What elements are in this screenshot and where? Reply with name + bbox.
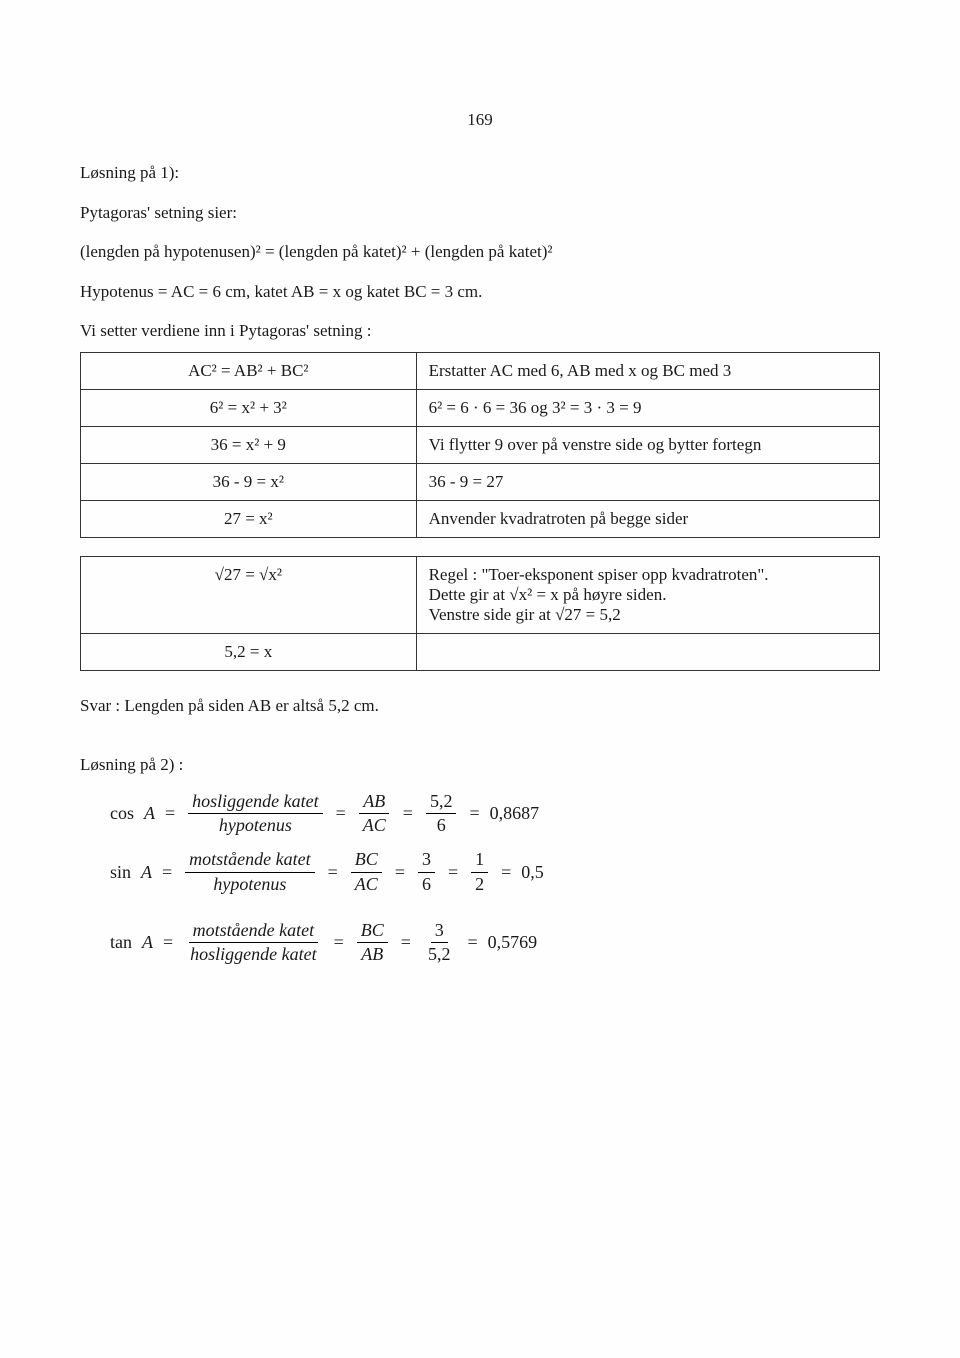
eq-cell: 36 = x² + 9 <box>81 426 417 463</box>
frac-den: 5,2 <box>424 943 455 965</box>
frac-den: hosliggende katet <box>186 943 320 965</box>
equals-sign: = <box>163 932 173 953</box>
word-fraction: hosliggende katet hypotenus <box>185 792 325 837</box>
explain-cell: 36 - 9 = 27 <box>416 463 879 500</box>
derivation-table-1: AC² = AB² + BC² Erstatter AC med 6, AB m… <box>80 352 880 538</box>
frac-den: 6 <box>418 873 435 895</box>
frac-num: 3 <box>431 921 448 944</box>
symbol-fraction: BC AC <box>348 850 385 895</box>
page-number: 169 <box>80 110 880 130</box>
eq-cell: AC² = AB² + BC² <box>81 352 417 389</box>
equals-sign: = <box>395 862 405 883</box>
equals-sign: = <box>336 803 346 824</box>
frac-den: AC <box>359 814 390 836</box>
eq-cell: 6² = x² + 3² <box>81 389 417 426</box>
frac-num: motstående katet <box>189 921 318 944</box>
symbol-fraction: AB AC <box>356 792 393 837</box>
frac-num: 1 <box>471 850 488 873</box>
result: 0,5769 <box>488 932 538 953</box>
value-fraction: 3 5,2 <box>421 921 458 966</box>
equals-sign: = <box>162 862 172 883</box>
result: 0,8687 <box>490 803 540 824</box>
solution-1-heading: Løsning på 1): <box>80 160 880 186</box>
equals-sign: = <box>401 932 411 953</box>
frac-num: motstående katet <box>185 850 314 873</box>
page: 169 Løsning på 1): Pytagoras' setning si… <box>0 0 960 1358</box>
frac-den: 2 <box>471 873 488 895</box>
symbol-fraction: BC AB <box>354 921 391 966</box>
equals-sign: = <box>403 803 413 824</box>
explain-cell: Erstatter AC med 6, AB med x og BC med 3 <box>416 352 879 389</box>
explain-cell: Regel : "Toer-eksponent spiser opp kvadr… <box>416 556 879 633</box>
fn-var: A <box>141 862 152 883</box>
tan-equation: tan A = motstående katet hosliggende kat… <box>110 921 880 966</box>
frac-den: AB <box>357 943 387 965</box>
eq-cell: √27 = √x² <box>81 556 417 633</box>
frac-num: 5,2 <box>426 792 457 815</box>
eq-cell: 36 - 9 = x² <box>81 463 417 500</box>
frac-num: 3 <box>418 850 435 873</box>
eq-cell: 5,2 = x <box>81 633 417 670</box>
substitution-intro: Vi setter verdiene inn i Pytagoras' setn… <box>80 318 880 344</box>
frac-den: hypotenus <box>215 814 296 836</box>
frac-den: hypotenus <box>209 873 290 895</box>
fn-label: tan <box>110 932 132 953</box>
explain-cell: 6² = 6 · 6 = 36 og 3² = 3 · 3 = 9 <box>416 389 879 426</box>
equals-sign: = <box>469 803 479 824</box>
equals-sign: = <box>467 932 477 953</box>
result: 0,5 <box>521 862 544 883</box>
frac-den: AC <box>351 873 382 895</box>
frac-num: hosliggende katet <box>188 792 322 815</box>
equals-sign: = <box>165 803 175 824</box>
fn-label: sin <box>110 862 131 883</box>
equals-sign: = <box>328 862 338 883</box>
value-fraction: 3 6 <box>415 850 438 895</box>
frac-num: AB <box>359 792 389 815</box>
table-row: √27 = √x² Regel : "Toer-eksponent spiser… <box>81 556 880 633</box>
sin-equation: sin A = motstående katet hypotenus = BC … <box>110 850 880 895</box>
hypotenuse-values: Hypotenus = AC = 6 cm, katet AB = x og k… <box>80 279 880 305</box>
value-fraction: 5,2 6 <box>423 792 460 837</box>
table-row: 6² = x² + 3² 6² = 6 · 6 = 36 og 3² = 3 ·… <box>81 389 880 426</box>
solution-2-heading: Løsning på 2) : <box>80 752 880 778</box>
pythagoras-intro: Pytagoras' setning sier: <box>80 200 880 226</box>
fn-label: cos <box>110 803 134 824</box>
eq-cell: 27 = x² <box>81 500 417 537</box>
equals-sign: = <box>501 862 511 883</box>
explain-cell: Vi flytter 9 over på venstre side og byt… <box>416 426 879 463</box>
table-row: AC² = AB² + BC² Erstatter AC med 6, AB m… <box>81 352 880 389</box>
frac-num: BC <box>351 850 382 873</box>
frac-den: 6 <box>433 814 450 836</box>
word-fraction: motstående katet hosliggende katet <box>183 921 323 966</box>
explain-cell <box>416 633 879 670</box>
derivation-table-2: √27 = √x² Regel : "Toer-eksponent spiser… <box>80 556 880 671</box>
explain-cell: Anvender kvadratroten på begge sider <box>416 500 879 537</box>
frac-num: BC <box>357 921 388 944</box>
table-row: 27 = x² Anvender kvadratroten på begge s… <box>81 500 880 537</box>
table-row: 36 - 9 = x² 36 - 9 = 27 <box>81 463 880 500</box>
answer-line: Svar : Lengden på siden AB er altså 5,2 … <box>80 693 880 719</box>
fn-var: A <box>142 932 153 953</box>
table-row: 5,2 = x <box>81 633 880 670</box>
fn-var: A <box>144 803 155 824</box>
equals-sign: = <box>334 932 344 953</box>
table-row: 36 = x² + 9 Vi flytter 9 over på venstre… <box>81 426 880 463</box>
reduced-fraction: 1 2 <box>468 850 491 895</box>
word-fraction: motstående katet hypotenus <box>182 850 317 895</box>
cos-equation: cos A = hosliggende katet hypotenus = AB… <box>110 792 880 837</box>
pythagoras-formula: (lengden på hypotenusen)² = (lengden på … <box>80 239 880 265</box>
equals-sign: = <box>448 862 458 883</box>
